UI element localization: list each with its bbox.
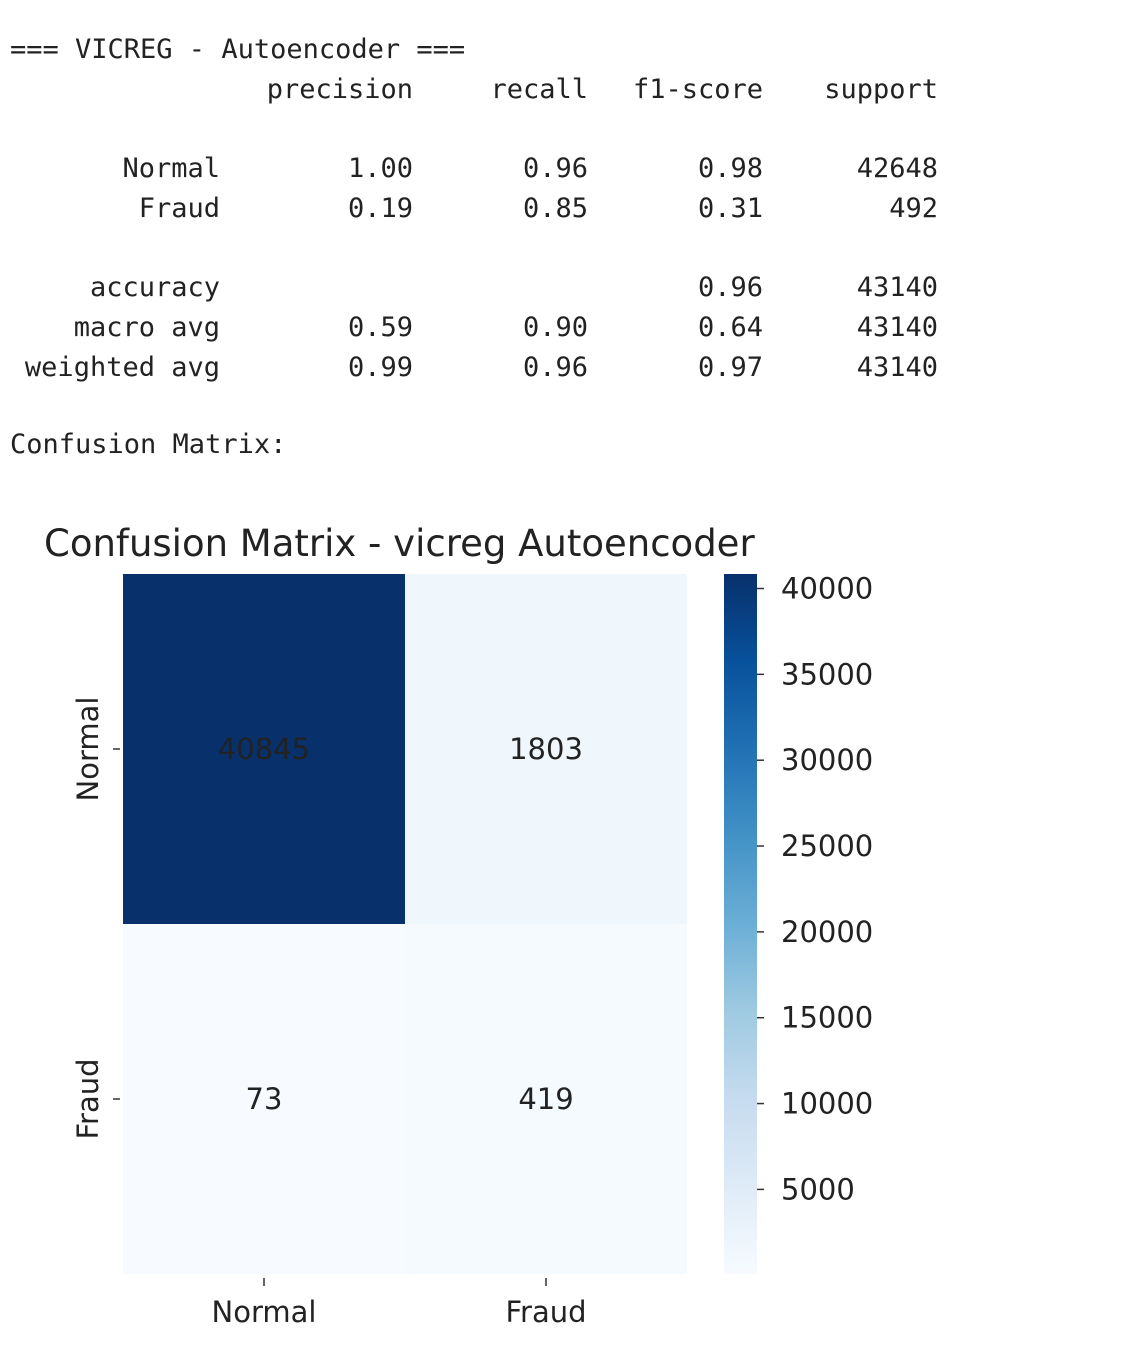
report-heading: === VICREG - Autoencoder ===	[10, 34, 465, 65]
cell: 0.64	[698, 312, 763, 343]
row-label: Normal	[122, 153, 220, 184]
cell: 0.98	[698, 153, 763, 184]
heatmap-cell	[123, 574, 405, 924]
cell-annotation: 1803	[509, 732, 583, 766]
y-tick-label: Normal	[71, 697, 105, 802]
report-footer: Confusion Matrix:	[10, 429, 286, 460]
colorbar-tick-label: 20000	[781, 915, 873, 949]
colorbar	[724, 574, 757, 1274]
x-tick-label: Normal	[212, 1295, 317, 1329]
colorbar-tick-label: 25000	[781, 829, 873, 863]
cell-annotation: 40845	[218, 732, 310, 766]
colorbar-tick-label: 35000	[781, 657, 873, 691]
colorbar-tick-label: 5000	[781, 1172, 855, 1206]
cell: 43140	[857, 352, 938, 383]
cell-annotation: 73	[246, 1082, 283, 1116]
column-header: support	[824, 74, 938, 105]
cell: 0.97	[698, 352, 763, 383]
cell-annotation: 419	[518, 1082, 573, 1116]
cell: 1.00	[348, 153, 413, 184]
colorbar-tick-label: 30000	[781, 743, 873, 777]
cell: 42648	[857, 153, 938, 184]
cell: 0.96	[523, 153, 588, 184]
cell: 0.96	[698, 272, 763, 303]
row-label: accuracy	[90, 272, 220, 303]
colorbar-tick-label: 10000	[781, 1087, 873, 1121]
heatmap-cell	[123, 924, 405, 1274]
cell: 0.31	[698, 193, 763, 224]
row-label: weighted avg	[25, 352, 220, 383]
chart-title: Confusion Matrix - vicreg Autoencoder	[44, 522, 755, 565]
row-label: Fraud	[139, 193, 220, 224]
cell: 492	[889, 193, 938, 224]
column-header: recall	[490, 74, 588, 105]
cell: 0.85	[523, 193, 588, 224]
cell: 0.99	[348, 352, 413, 383]
colorbar-tick-label: 40000	[781, 572, 873, 606]
cell: 43140	[857, 312, 938, 343]
cell: 43140	[857, 272, 938, 303]
colorbar-tick-label: 15000	[781, 1001, 873, 1035]
column-header: precision	[267, 74, 413, 105]
cell: 0.96	[523, 352, 588, 383]
cell: 0.19	[348, 193, 413, 224]
column-header: f1-score	[633, 74, 763, 105]
y-tick-label: Fraud	[71, 1058, 105, 1139]
row-label: macro avg	[74, 312, 220, 343]
heatmap-cell	[405, 924, 687, 1274]
cell: 0.90	[523, 312, 588, 343]
cell: 0.59	[348, 312, 413, 343]
heatmap-cell	[405, 574, 687, 924]
x-tick-label: Fraud	[505, 1295, 586, 1329]
